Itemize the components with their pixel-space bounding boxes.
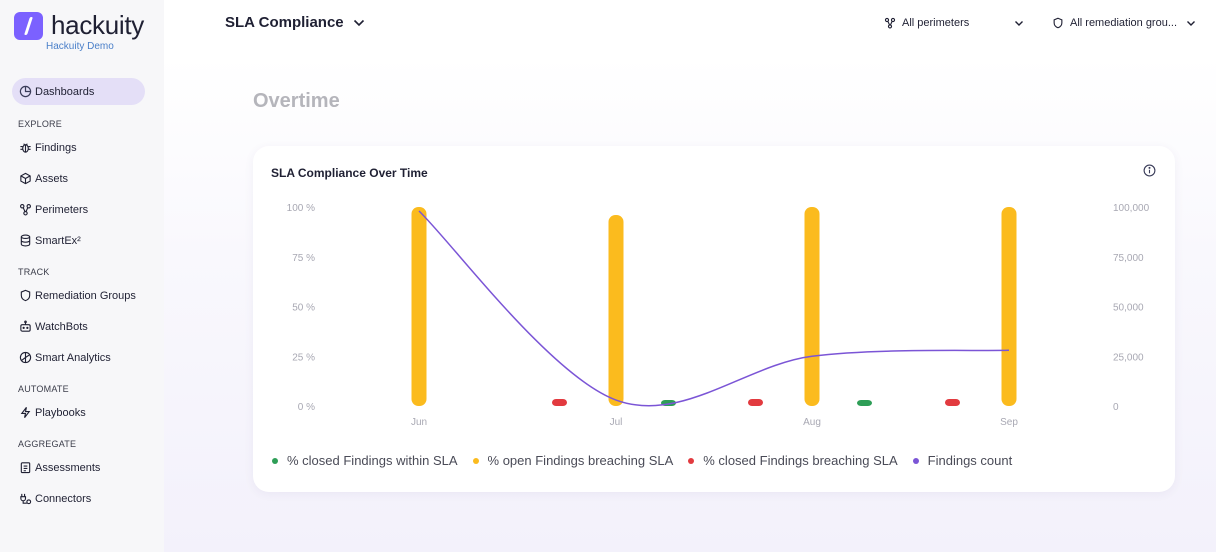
database-icon (20, 234, 31, 247)
y-right-tick-label: 50,000 (1113, 303, 1144, 314)
sidebar-item-dashboards[interactable]: Dashboards (12, 78, 145, 105)
shield-icon (1053, 17, 1063, 29)
section-title: Overtime (253, 90, 340, 112)
legend-label: % open Findings breaching SLA (487, 453, 674, 468)
remediation-group-filter[interactable]: All remediation grou... (1052, 17, 1196, 29)
sidebar-item-label: Playbooks (35, 406, 86, 419)
line-findings-count (418, 210, 1010, 407)
bug-icon (20, 143, 31, 153)
sidebar-item-assets[interactable]: Assets (12, 165, 145, 192)
bar-open-breaching-sla (411, 207, 427, 406)
bar-open-breaching-sla (608, 214, 624, 406)
chart-legend: % closed Findings within SLA % open Find… (272, 453, 1027, 468)
sidebar-item-playbooks[interactable]: Playbooks (12, 399, 145, 426)
legend-label: Findings count (927, 453, 1013, 468)
legend-dot (688, 457, 695, 464)
bar-closed-breaching-sla (945, 399, 960, 406)
legend-item-closed-breaching-sla[interactable]: % closed Findings breaching SLA (688, 453, 898, 468)
sidebar-item-findings[interactable]: Findings (12, 134, 145, 161)
x-tick-label: Sep (1000, 417, 1018, 428)
x-tick-label: Jun (411, 417, 427, 428)
bar-open-breaching-sla (804, 207, 820, 406)
y-left-tick-label: 25 % (292, 352, 315, 363)
y-right-tick-label: 25,000 (1113, 352, 1144, 363)
sidebar-item-label: Connectors (35, 492, 92, 505)
sla-compliance-chart: 100 % 75 % 50 % 25 % 0 % 100,000 75,000 50,000 2… (287, 203, 1150, 428)
clipboard-icon (20, 462, 31, 474)
y-right-tick-label: 75,000 (1113, 253, 1144, 264)
sidebar-item-label: Findings (35, 141, 77, 154)
bar-closed-breaching-sla (552, 399, 567, 406)
chevron-down-icon (1187, 20, 1195, 26)
x-tick-label: Jul (610, 417, 623, 428)
cube-icon (20, 172, 31, 185)
info-icon[interactable] (1143, 164, 1156, 177)
sidebar-item-label: Perimeters (35, 203, 89, 216)
bar-closed-within-sla (857, 400, 872, 406)
sidebar-item-connectors[interactable]: Connectors (12, 485, 145, 512)
x-tick-label: Aug (803, 417, 821, 428)
sidebar-item-label: WatchBots (35, 320, 88, 333)
bar-closed-breaching-sla (748, 399, 763, 406)
remediation-group-filter-label: All remediation grou... (1070, 17, 1177, 29)
section-track: TRACK (18, 267, 50, 277)
y-right-tick-label: 0 (1113, 402, 1119, 413)
shield-icon (20, 289, 31, 302)
legend-dot (472, 457, 479, 464)
y-left-tick-label: 75 % (292, 253, 315, 264)
perimeters-icon (20, 204, 31, 216)
page-title: SLA Compliance (225, 14, 344, 31)
legend-item-closed-within-sla[interactable]: % closed Findings within SLA (272, 453, 458, 468)
chevron-down-icon (353, 19, 364, 26)
organization-name: Hackuity Demo (46, 41, 114, 52)
sidebar: hackuity Hackuity Demo Dashboards EXPLOR… (0, 0, 164, 552)
sidebar-item-label: SmartEx² (35, 234, 81, 247)
chart-card: SLA Compliance Over Time 100 % 75 % 50 % 25… (253, 146, 1175, 492)
y-left-tick-label: 0 % (298, 402, 315, 413)
robot-icon (20, 320, 31, 332)
bar-open-breaching-sla (1001, 207, 1017, 406)
y-right-tick-label: 100,000 (1113, 203, 1150, 214)
y-left-tick-label: 50 % (292, 303, 315, 314)
chart-title: SLA Compliance Over Time (271, 166, 428, 180)
sidebar-item-label: Assessments (35, 461, 101, 474)
legend-item-findings-count[interactable]: Findings count (912, 453, 1013, 468)
dashboard-selector[interactable]: SLA Compliance (225, 14, 365, 31)
sidebar-item-smart-analytics[interactable]: Smart Analytics (12, 344, 145, 371)
chevron-down-icon (1015, 20, 1023, 26)
sidebar-item-label: Smart Analytics (35, 351, 111, 364)
sidebar-item-label: Assets (35, 172, 69, 185)
legend-dot (912, 457, 919, 464)
analytics-icon (19, 351, 32, 364)
section-automate: AUTOMATE (18, 384, 69, 394)
bolt-icon (20, 407, 31, 418)
legend-item-open-breaching-sla[interactable]: % open Findings breaching SLA (472, 453, 674, 468)
sidebar-item-label: Dashboards (35, 85, 95, 98)
perimeter-filter-label: All perimeters (902, 17, 970, 29)
sidebar-item-remediation-groups[interactable]: Remediation Groups (12, 282, 145, 309)
legend-dot (272, 457, 278, 464)
sidebar-item-label: Remediation Groups (35, 289, 136, 302)
section-aggregate: AGGREGATE (18, 439, 77, 449)
sidebar-item-smartex[interactable]: SmartEx² (12, 227, 145, 254)
sidebar-item-perimeters[interactable]: Perimeters (12, 196, 145, 223)
hackuity-logo-icon (14, 12, 43, 40)
brand-name: hackuity (51, 10, 144, 40)
perimeters-icon (884, 17, 896, 29)
sidebar-item-assessments[interactable]: Assessments (12, 454, 145, 481)
sidebar-item-watchbots[interactable]: WatchBots (12, 313, 145, 340)
y-left-tick-label: 100 % (287, 203, 315, 214)
legend-label: % closed Findings within SLA (287, 453, 458, 468)
plug-icon (20, 493, 32, 505)
dashboard-icon (19, 85, 32, 98)
section-explore: EXPLORE (18, 119, 62, 129)
perimeter-filter[interactable]: All perimeters (884, 17, 1024, 29)
legend-label: % closed Findings breaching SLA (703, 453, 898, 468)
